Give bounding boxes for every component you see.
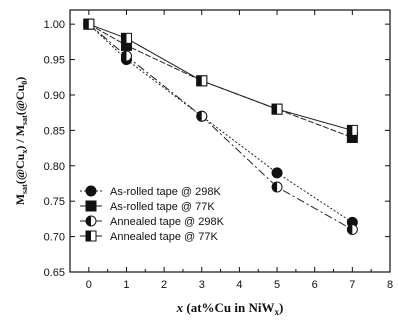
square-marker — [85, 200, 97, 212]
data-point-marker — [196, 110, 208, 122]
data-point-marker — [271, 181, 283, 193]
x-axis-title-main: x — [176, 300, 184, 315]
y-tick-label: 0.70 — [44, 232, 65, 244]
x-tick-label: 4 — [236, 279, 242, 291]
circle-marker-half — [121, 51, 127, 62]
y-axis-title-d: (@Cu — [13, 84, 27, 115]
x-axis-title: x (at%Cu in NiWx) — [176, 300, 284, 317]
y-tick-label: 0.90 — [44, 90, 65, 102]
y-tick-label: 0.85 — [44, 125, 65, 137]
series-markers — [83, 18, 358, 236]
y-axis-title-c-sub: sat — [20, 115, 29, 125]
y-axis-title-a-sub: sat — [20, 184, 29, 194]
x-tick-label: 8 — [387, 279, 393, 291]
y-axis-title-c: ) / M — [13, 125, 27, 150]
x-axis-title-rest: (at%Cu in NiW — [183, 300, 274, 315]
y-axis-title-e: ) — [13, 77, 27, 81]
legend-label: As-rolled tape @ 77K — [110, 201, 215, 213]
plot-frame — [69, 9, 391, 273]
y-tick-label: 0.75 — [44, 196, 65, 208]
x-axis-title-sub: x — [275, 307, 280, 317]
x-axis-title-close: ) — [279, 300, 283, 315]
legend-label: Annealed tape @ 298K — [110, 216, 225, 228]
data-point-marker — [346, 124, 358, 136]
data-point-marker — [120, 50, 132, 62]
data-point-marker — [83, 18, 95, 30]
ticks: 0 1 2 3 4 5 6 7 8 0.65 0.70 0.75 0.80 0.85 0.90 0.95 1.0… — [44, 10, 393, 291]
y-axis-title: Msat(@Cux) / Msat(@Cu0) — [13, 77, 29, 206]
data-point-marker — [346, 224, 358, 236]
square-marker-half — [272, 104, 278, 115]
y-tick-label: 0.80 — [44, 161, 65, 173]
x-tick-label: 0 — [86, 279, 92, 291]
circle-marker-half — [347, 224, 353, 235]
data-point-marker — [271, 167, 283, 179]
circle-marker-half — [86, 216, 91, 226]
y-tick-label: 0.65 — [44, 267, 65, 279]
data-point-marker — [120, 32, 132, 44]
circle-marker-half — [196, 111, 202, 122]
square-marker-half — [83, 19, 89, 30]
data-point-marker — [85, 185, 97, 197]
legend-label: As-rolled tape @ 298K — [110, 186, 222, 198]
x-tick-label: 2 — [161, 279, 167, 291]
circle-marker — [85, 185, 97, 197]
square-marker-half — [121, 33, 127, 44]
y-axis-title-a: M — [13, 194, 27, 205]
square-marker-half — [196, 75, 202, 86]
x-tick-label: 5 — [274, 279, 280, 291]
y-tick-label: 0.95 — [44, 55, 65, 67]
square-marker-half — [86, 231, 91, 241]
square-marker-half — [347, 125, 353, 136]
x-tick-label: 3 — [199, 279, 205, 291]
data-point-marker — [85, 230, 97, 242]
circle-marker-half — [272, 182, 278, 193]
data-point-marker — [196, 75, 208, 87]
y-axis-title-d-sub: 0 — [20, 81, 29, 85]
legend-label: Annealed tape @ 77K — [110, 231, 218, 243]
x-tick-label: 6 — [312, 279, 318, 291]
x-tick-label: 7 — [349, 279, 355, 291]
circle-marker — [271, 167, 283, 179]
y-axis-title-b: (@Cu — [13, 153, 27, 184]
y-tick-label: 1.00 — [44, 19, 65, 31]
legend: As-rolled tape @ 298K As-rolled tape @ 77… — [80, 185, 225, 243]
data-point-marker — [271, 103, 283, 115]
series-line — [88, 23, 353, 138]
data-point-marker — [85, 200, 97, 212]
x-tick-label: 1 — [123, 279, 129, 291]
data-point-marker — [85, 215, 97, 227]
y-axis-title-b-sub: x — [20, 150, 29, 154]
